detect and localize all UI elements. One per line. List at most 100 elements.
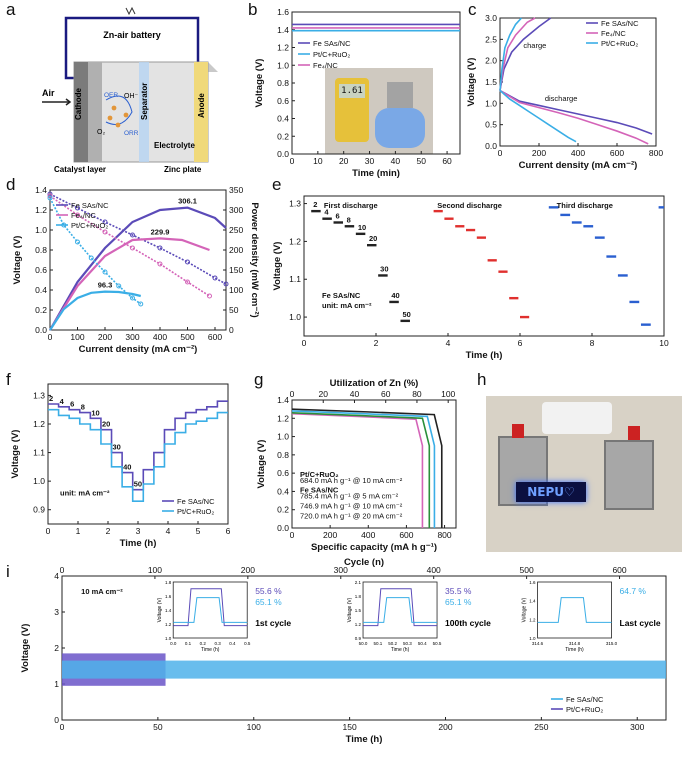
y-tick-label: 0.8 [35, 245, 47, 255]
catalyst-layer-label: Catalyst layer [54, 165, 106, 174]
x-axis-label: Time (h) [346, 734, 383, 745]
charge-curve [499, 17, 536, 91]
y-tick-label: 1.2 [33, 419, 45, 429]
inset-efficiency-label: 35.5 % [445, 586, 472, 596]
x-tick-label: 200 [98, 332, 112, 342]
x2-tick-label: 0 [60, 565, 65, 575]
y2-tick-label: 100 [229, 285, 243, 295]
inset-efficiency-label: 65.1 % [255, 597, 282, 607]
current-label: 50 [402, 310, 410, 319]
x-tick-label: 4 [446, 338, 451, 348]
legend-entry: Fe SAs/NC [566, 695, 604, 704]
anode-label: Anode [197, 93, 206, 118]
x2-tick-label: 0 [290, 389, 295, 399]
x-tick-label: 200 [532, 148, 546, 158]
anode-plate [194, 62, 208, 162]
x2-axis-label: Cycle (n) [344, 557, 384, 568]
y-tick-label: 0.6 [277, 96, 289, 106]
inset-x-tick-label: 314.8 [569, 641, 581, 646]
discharge-capacity-curve [291, 410, 436, 528]
legend-entry: 746.9 mA h g⁻¹ @ 10 mA cm⁻² [300, 502, 403, 511]
inset-x-axis-label: Time (h) [391, 647, 410, 653]
glove-hand [375, 108, 425, 148]
panel-label-g: g [254, 370, 264, 389]
current-label: 8 [81, 403, 85, 412]
led-demo-photo: NEPU♡ [486, 396, 682, 552]
discharge-curve [499, 89, 577, 143]
panel-label-e: e [272, 175, 282, 194]
rate-step-curve [48, 400, 228, 491]
x-tick-label: 40 [391, 156, 401, 166]
power-curve [49, 237, 210, 331]
y-axis-label: Voltage (V) [20, 624, 31, 673]
inset-x-tick-label: 0.5 [244, 641, 251, 646]
y-tick-label: 0.9 [33, 505, 45, 515]
electrolyte-label: Electrolyte [154, 141, 195, 150]
inset-x-tick-label: 50.2 [388, 641, 397, 646]
inset-cycle-curve [363, 597, 438, 623]
x-axis-label: Time (h) [120, 538, 157, 549]
current-label: 30 [380, 264, 388, 273]
x-tick-label: 10 [313, 156, 323, 166]
y-tick-label: 1.1 [289, 274, 301, 284]
plot-frame [303, 195, 665, 337]
x2-tick-label: 200 [241, 565, 255, 575]
current-label: 20 [102, 420, 110, 429]
y-tick-label: 3.0 [485, 13, 497, 23]
inset-efficiency-label: 65.1 % [445, 597, 472, 607]
battery-title: Zn-air battery [103, 30, 161, 40]
section-title: Third discharge [557, 201, 613, 210]
x-tick-label: 0 [46, 526, 51, 536]
x-tick-label: 0 [498, 148, 503, 158]
x-axis-label: Specific capacity (mA h g⁻¹) [311, 542, 437, 553]
x2-tick-label: 300 [334, 565, 348, 575]
panel-label-b: b [248, 0, 258, 19]
legend-entry: Pt/C+RuO₂ [177, 507, 214, 516]
y-tick-label: 1.1 [33, 448, 45, 458]
led-sign: NEPU♡ [516, 482, 586, 502]
voltage-marker [75, 239, 80, 245]
charge-annotation: charge [523, 41, 546, 50]
y-tick-label: 0.8 [277, 450, 289, 460]
x-tick-label: 400 [361, 530, 375, 540]
y-tick-label: 1.4 [277, 25, 289, 35]
inset-frame [172, 581, 248, 639]
chart-i-cycling-stability: 0 50 100 150 200 250 300 0 1 2 3 4 Time (h) Voltage (… [20, 557, 667, 745]
legend-entry: Fe₄/NC [601, 29, 626, 38]
y2-axis-label: Power density (mW cm⁻²) [249, 202, 260, 317]
inset-y-tick-label: 1.2 [355, 622, 362, 627]
current-label: 10 [91, 408, 99, 417]
x-tick-label: 300 [630, 722, 644, 732]
inset-y-tick-label: 1.6 [529, 580, 536, 585]
inset-x-tick-label: 50.3 [403, 641, 412, 646]
y-tick-label: 1.4 [277, 395, 289, 405]
voltage-curve [49, 195, 210, 297]
inset-y-axis-label: Voltage (V) [522, 597, 528, 622]
y-tick-label: 1.2 [289, 236, 301, 246]
current-label: 40 [123, 463, 131, 472]
panel-label-i: i [6, 562, 10, 581]
fe-sas-cycling-band [62, 660, 666, 679]
inset-y-tick-label: 1.5 [355, 608, 362, 613]
cathode-label: Cathode [74, 87, 83, 120]
legend-entry: 720.0 mA h g⁻¹ @ 20 mA cm⁻² [300, 512, 403, 521]
battery-cell-right [604, 440, 654, 510]
y2-tick-label: 350 [229, 185, 243, 195]
x-tick-label: 400 [153, 332, 167, 342]
y-tick-label: 1.3 [289, 199, 301, 209]
current-label: 40 [391, 291, 399, 300]
inset-y-tick-label: 1.2 [529, 617, 536, 622]
inset-x-tick-label: 0.1 [185, 641, 192, 646]
inset-frame [362, 581, 438, 639]
voltage-marker [185, 259, 190, 265]
voltage-marker [130, 232, 135, 238]
panel-label-d: d [6, 175, 16, 194]
x-tick-label: 600 [399, 530, 413, 540]
voltage-marker [157, 245, 163, 251]
x2-axis-label: Utilization of Zn (%) [330, 378, 419, 389]
y-tick-label: 2.5 [485, 34, 497, 44]
chart-c-charge-discharge: 0 200 400 600 800 0.0 0.5 1.0 1.5 2.0 2.5 3.0 Curren… [466, 13, 663, 171]
panel-label-f: f [6, 370, 11, 389]
device-box [542, 402, 612, 434]
voltage-marker [102, 269, 108, 275]
